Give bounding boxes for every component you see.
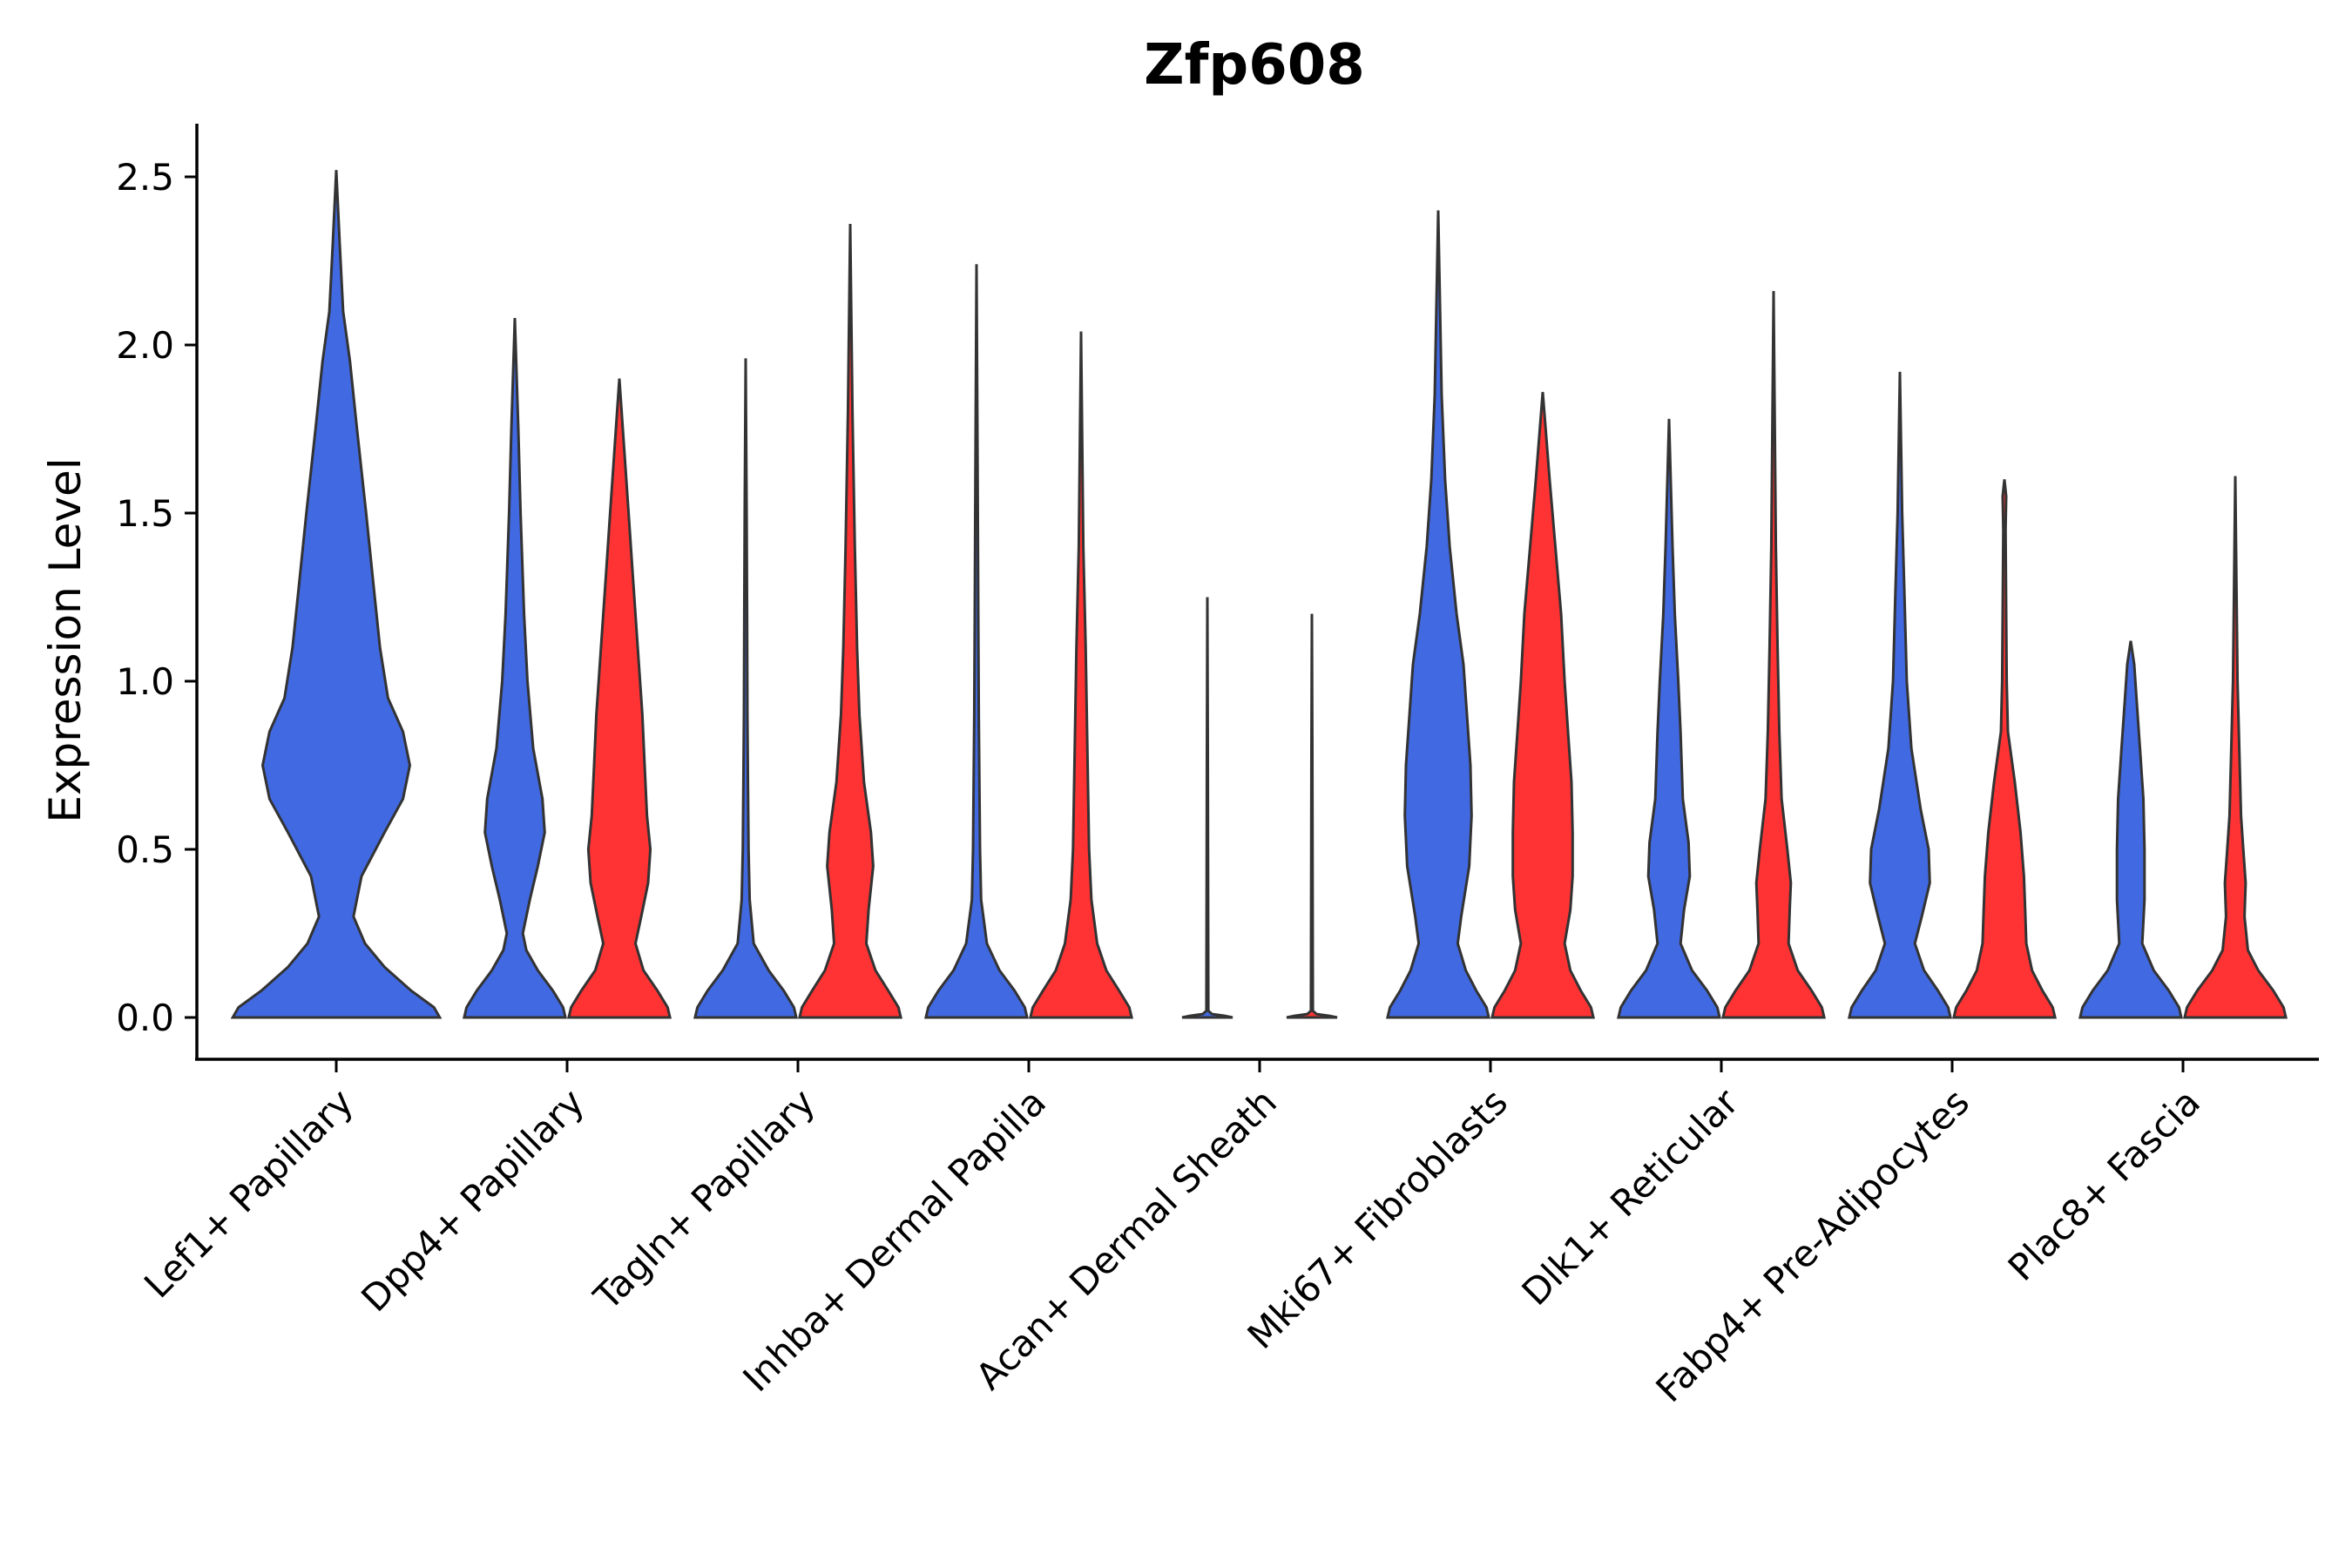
y-axis-label: Expression Level: [40, 457, 91, 822]
y-tick-label: 1.5: [116, 492, 174, 535]
violin-red: [798, 223, 902, 1019]
y-tick-label: 2.5: [116, 156, 174, 199]
violin-blue: [1848, 371, 1952, 1019]
y-tick-label: 0.0: [116, 997, 174, 1039]
violin-blue: [463, 318, 567, 1019]
violin-red: [1029, 331, 1133, 1019]
violin-blue: [230, 170, 443, 1019]
violin-red: [1286, 613, 1338, 1019]
violin-blue: [693, 358, 798, 1019]
y-tick-label: 1.0: [116, 660, 174, 703]
violin-red: [567, 378, 672, 1019]
chart-title: Zfp608: [1144, 33, 1365, 98]
plot-area: [230, 170, 2288, 1019]
violin-blue: [924, 264, 1029, 1019]
y-tick-label: 2.0: [116, 324, 174, 367]
x-tick-label: Plac8+ Fascia: [2000, 1080, 2208, 1288]
x-tick-label: Dpp4+ Papillary: [353, 1080, 592, 1320]
x-tick-label: Dlk1+ Reticular: [1514, 1080, 1747, 1314]
x-tick-label: Tagln+ Papillary: [585, 1080, 823, 1318]
violin-red: [2183, 476, 2288, 1019]
violin-blue: [1386, 210, 1490, 1019]
y-axis-ticks: 0.0 0.5 1.0 1.5 2.0 2.5: [116, 156, 197, 1039]
violin-blue: [1181, 597, 1233, 1019]
violin-red: [1490, 391, 1595, 1019]
x-tick-label: Lef1+ Papillary: [136, 1080, 362, 1306]
violin-blue: [1617, 418, 1721, 1019]
violin-red: [1952, 479, 2057, 1019]
violin-red: [1721, 291, 1826, 1019]
x-tick-label: Mki67+ Fibroblasts: [1240, 1080, 1516, 1356]
violin-blue: [2078, 640, 2183, 1019]
y-tick-label: 0.5: [116, 828, 174, 871]
